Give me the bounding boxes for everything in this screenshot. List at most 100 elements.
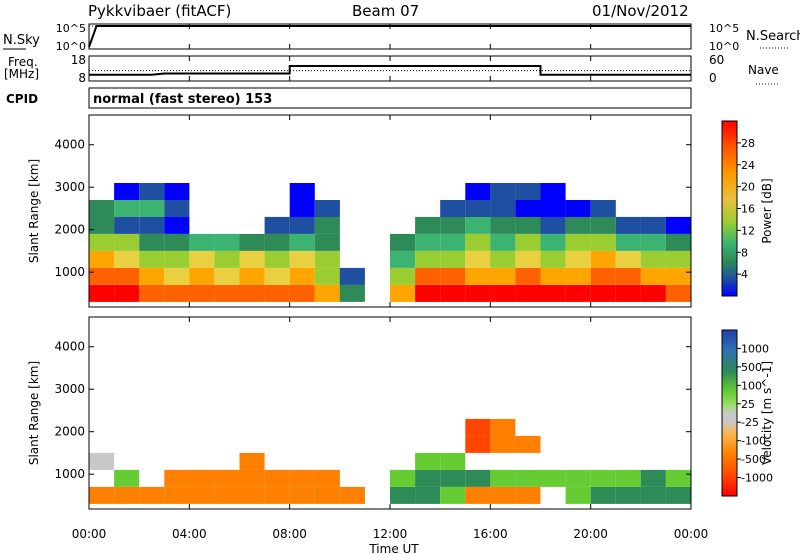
velocity-cell	[440, 452, 466, 470]
freq-right-tick-top: 60	[709, 53, 724, 67]
power-cell	[440, 200, 466, 217]
power-cell	[640, 233, 666, 251]
power-cell	[490, 183, 516, 200]
power-cell	[590, 250, 616, 268]
power-cell	[665, 267, 691, 285]
freq-left-label-1: Freq.	[8, 55, 38, 69]
x-axis-label: Time UT	[368, 542, 419, 554]
velocity-cell	[314, 486, 340, 504]
sky-right-tick-top: 10^5	[709, 22, 739, 35]
velocity-cell	[490, 435, 516, 453]
nave-label: Nave	[748, 63, 779, 77]
velocity-cell	[565, 469, 591, 487]
power-cell	[465, 250, 491, 268]
sky-left-tick-top: 10^5	[56, 22, 86, 35]
power-cell	[540, 284, 566, 302]
power-panel: 4000 3000 2000 1000 Slant Range [km] 28 24 20…	[27, 114, 774, 308]
power-cell	[289, 183, 315, 200]
power-cell	[89, 284, 115, 302]
power-cell	[164, 284, 190, 302]
power-cell	[114, 284, 140, 302]
cpid-panel: CPID normal (fast stereo) 153	[6, 87, 692, 109]
power-cell	[164, 216, 190, 234]
sky-lines	[88, 25, 691, 48]
power-cell	[615, 284, 641, 302]
velocity-cell	[89, 486, 115, 504]
power-cell	[665, 284, 691, 302]
velocity-cell	[314, 469, 340, 487]
date-title: 01/Nov/2012	[592, 2, 689, 20]
power-cell	[440, 233, 466, 251]
power-cell	[565, 233, 591, 251]
power-cell	[540, 250, 566, 268]
power-cell	[139, 200, 165, 217]
power-ytick-label: 4000	[54, 138, 85, 152]
power-cell	[314, 267, 340, 285]
freq-left-tick-top: 18	[71, 53, 86, 67]
power-cell	[390, 233, 416, 251]
power-cell	[490, 284, 516, 302]
x-tick-label: 08:00	[272, 527, 307, 541]
velocity-cbtick-label: -100	[741, 435, 766, 448]
velocity-ylabel: Slant Range [km]	[27, 361, 41, 465]
velocity-cell	[640, 469, 666, 487]
velocity-cell	[114, 486, 140, 504]
power-cell	[239, 284, 265, 302]
x-tick-label: 16:00	[473, 527, 508, 541]
velocity-cell	[515, 435, 541, 453]
velocity-cell	[440, 486, 466, 504]
power-ytick-label: 1000	[54, 265, 85, 279]
power-cell	[490, 250, 516, 268]
freq-lines	[89, 65, 691, 76]
power-cell	[465, 216, 491, 234]
power-cell	[214, 233, 240, 251]
velocity-cell	[214, 486, 240, 504]
power-cell	[615, 250, 641, 268]
velocity-cell	[239, 452, 265, 470]
velocity-cell	[465, 469, 491, 487]
power-cell	[189, 233, 215, 251]
velocity-cell	[390, 469, 416, 487]
power-cell	[490, 267, 516, 285]
sky-right-tick-bottom: 10^0	[709, 40, 739, 53]
power-cell	[665, 216, 691, 234]
power-cell	[314, 250, 340, 268]
velocity-cell	[390, 486, 416, 504]
power-cell	[164, 200, 190, 217]
power-cell	[565, 216, 591, 234]
velocity-cell	[189, 486, 215, 504]
velocity-cell	[415, 469, 441, 487]
velocity-yticks: 4000 3000 2000 1000	[54, 340, 691, 481]
power-cell	[390, 267, 416, 285]
velocity-cell	[289, 469, 315, 487]
power-cell	[89, 200, 115, 217]
power-cbtick-label: 20	[741, 181, 755, 194]
power-cbtick-label: 4	[741, 268, 748, 281]
power-cell	[114, 233, 140, 251]
velocity-cell	[590, 486, 616, 504]
velocity-cell	[164, 469, 190, 487]
velocity-cell	[615, 469, 641, 487]
velocity-cell	[239, 486, 265, 504]
power-cell	[89, 250, 115, 268]
power-cell	[114, 200, 140, 217]
power-cell	[289, 200, 315, 217]
power-cell	[164, 250, 190, 268]
velocity-cell	[490, 469, 516, 487]
velocity-ytick-label: 2000	[54, 425, 85, 439]
power-cell	[515, 267, 541, 285]
velocity-cell	[490, 418, 516, 436]
velocity-cell	[415, 486, 441, 504]
velocity-ytick-label: 3000	[54, 382, 85, 396]
power-cell	[540, 233, 566, 251]
power-cell	[515, 250, 541, 268]
cpid-text: normal (fast stereo) 153	[93, 92, 272, 107]
power-cell	[164, 233, 190, 251]
power-cell	[515, 200, 541, 217]
power-cell	[214, 250, 240, 268]
power-cell	[665, 250, 691, 268]
velocity-cbtick-label: -1000	[741, 472, 773, 485]
power-cell	[415, 233, 441, 251]
power-cell	[440, 216, 466, 234]
power-cell	[189, 267, 215, 285]
